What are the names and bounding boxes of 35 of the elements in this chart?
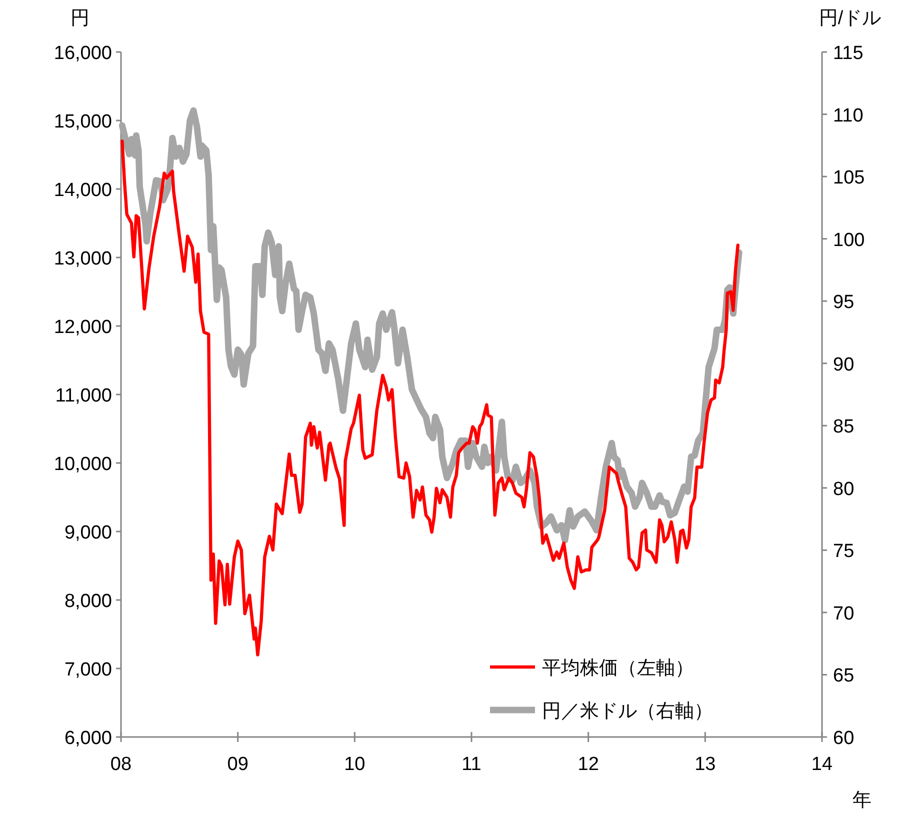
y-tick-label: 6,000	[64, 728, 112, 749]
y-tick-label: 8,000	[64, 591, 112, 612]
y2-tick-label: 90	[833, 354, 854, 376]
x-tick-label: 14	[811, 754, 833, 775]
legend-label: 平均株価（左軸）	[542, 658, 694, 679]
y-tick-label: 13,000	[54, 248, 112, 270]
y-tick-label: 9,000	[64, 522, 112, 544]
y-tick-label: 11,000	[55, 386, 112, 406]
y2-axis-title: 円/ドル	[818, 8, 882, 29]
x-tick-label: 12	[578, 754, 599, 775]
legend-label: 円／米ドル（右軸）	[542, 701, 713, 722]
x-tick-label: 11	[462, 754, 482, 775]
y-axis-title: 円	[70, 8, 90, 29]
y-tick-label: 7,000	[64, 660, 112, 680]
y2-tick-label: 95	[833, 292, 854, 314]
x-tick-label: 09	[227, 754, 248, 775]
y-tick-label: 16,000	[54, 43, 112, 64]
y2-tick-label: 75	[833, 541, 854, 562]
y-tick-label: 10,000	[54, 454, 112, 475]
y-tick-label: 14,000	[54, 180, 112, 201]
y2-tick-label: 100	[833, 230, 865, 251]
y2-tick-label: 110	[833, 105, 864, 126]
y-tick-label: 15,000	[54, 112, 112, 132]
y2-tick-label: 105	[833, 168, 865, 189]
y2-tick-label: 115	[833, 43, 864, 64]
y-tick-label: 12,000	[54, 317, 112, 338]
x-tick-label: 13	[694, 754, 716, 775]
y2-tick-label: 85	[833, 416, 854, 438]
x-axis-title: 年	[852, 790, 872, 811]
y2-tick-label: 70	[833, 603, 854, 624]
y2-tick-label: 60	[833, 728, 854, 749]
y2-tick-label: 65	[833, 666, 854, 687]
x-tick-label: 10	[344, 754, 366, 775]
x-tick-label: 08	[110, 754, 132, 775]
y2-tick-label: 80	[833, 478, 854, 500]
